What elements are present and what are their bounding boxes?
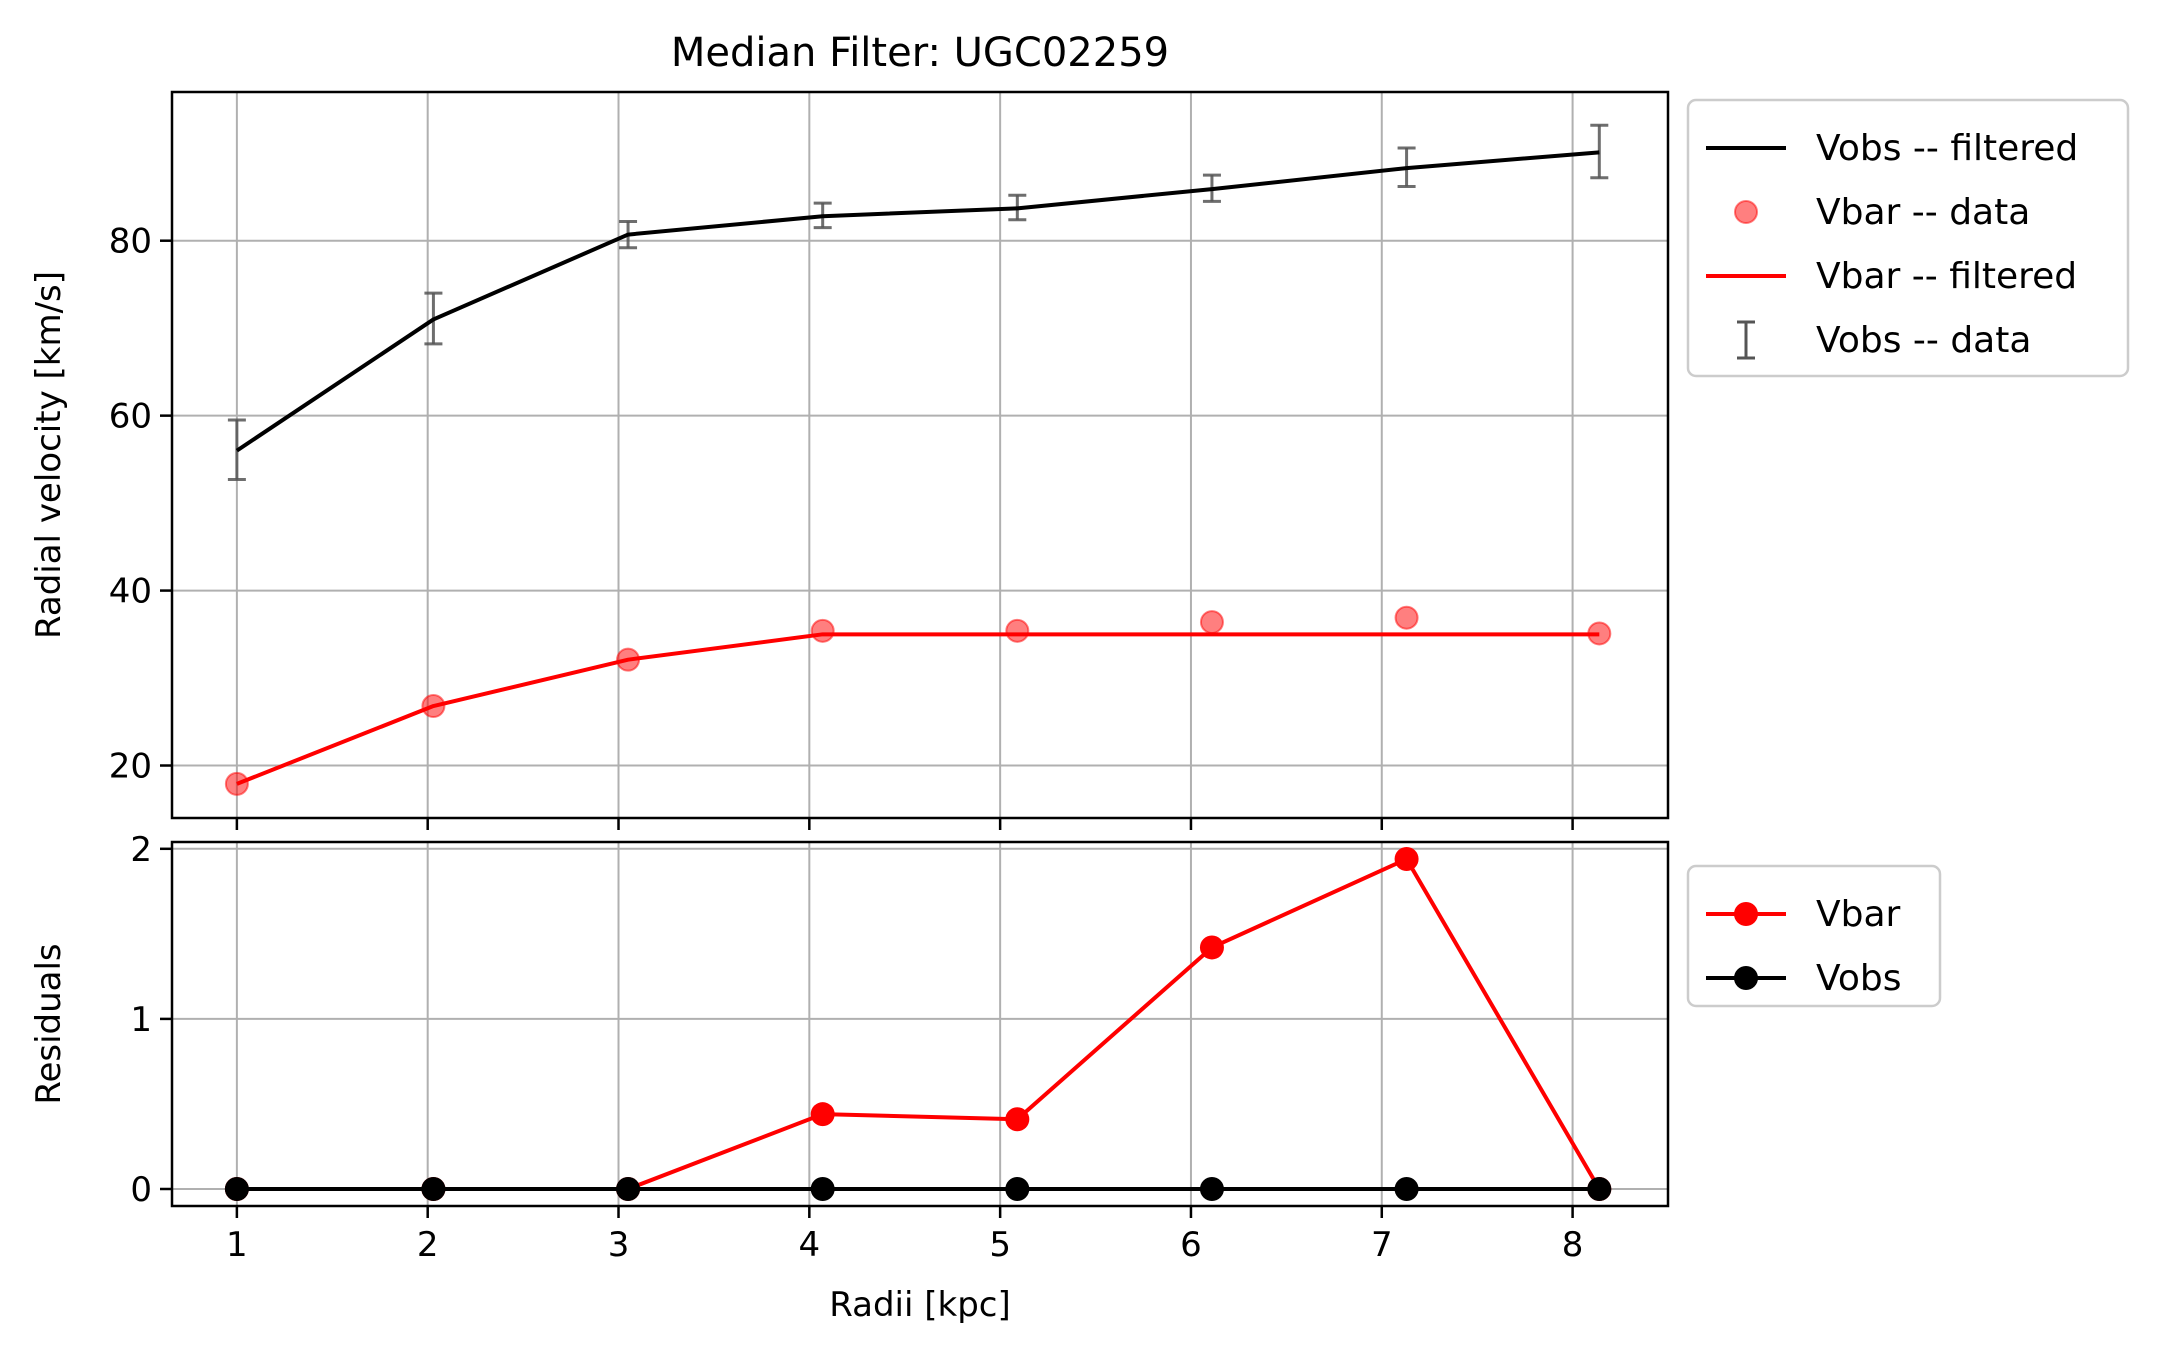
data-point — [810, 618, 835, 643]
series-line — [235, 150, 1600, 453]
data-point — [1394, 1176, 1419, 1201]
legend-item-vbar-filtered: Vbar -- filtered — [1706, 256, 2077, 297]
legend-marker-swatch — [1734, 966, 1758, 990]
y-axis-label: Radial velocity [km/s] — [29, 271, 69, 639]
data-point — [1199, 935, 1224, 960]
series-vobs-filtered — [235, 150, 1600, 453]
legend-label: Vobs — [1816, 958, 1901, 999]
data-point — [616, 647, 641, 672]
legend-label: Vbar — [1816, 894, 1901, 935]
data-point — [1005, 1176, 1030, 1201]
legend-item-vobs: Vobs — [1706, 958, 1901, 999]
plot-area — [224, 123, 1612, 796]
x-tick-label: 6 — [1180, 1225, 1202, 1265]
x-tick-label: 4 — [799, 1225, 821, 1265]
legend-item-vbar: Vbar — [1706, 894, 1901, 935]
y-tick-label: 1 — [130, 1000, 152, 1040]
legend-frame — [1686, 98, 2130, 378]
data-point — [421, 694, 446, 719]
legend-label: Vobs -- data — [1816, 320, 2031, 361]
residuals-panel: 1 2 3 4 5 6 7 8 0 1 2 Residuals Radii [kpc] Vbar Vobs — [29, 830, 1942, 1325]
series-vbar-filtered — [236, 632, 1600, 786]
x-tick-label: 1 — [226, 1225, 248, 1265]
x-tick-label: 7 — [1371, 1225, 1393, 1265]
y-tick-label: 80 — [109, 222, 152, 262]
data-point — [1005, 1107, 1030, 1132]
data-point — [810, 1176, 835, 1201]
legend-marker-swatch — [1734, 200, 1758, 224]
velocity-panel: 20 40 60 80 Median Filter: UGC02259 Radial ve… — [29, 30, 2130, 830]
data-point — [1394, 605, 1419, 630]
data-point — [1199, 1176, 1224, 1201]
y-tick-label: 40 — [109, 572, 152, 612]
legend: Vobs -- filtered Vbar -- data Vbar -- filt… — [1686, 98, 2130, 378]
axes-frame — [170, 840, 1670, 1208]
data-point — [421, 1176, 446, 1201]
data-point — [1199, 610, 1224, 635]
chart-title: Median Filter: UGC02259 — [671, 30, 1169, 76]
x-tick-label: 2 — [417, 1225, 439, 1265]
legend-item-vbar-data: Vbar -- data — [1734, 192, 2030, 233]
data-point — [616, 1176, 641, 1201]
series-vbar-data — [224, 605, 1612, 796]
data-point — [224, 771, 249, 796]
legend: Vbar Vobs — [1686, 864, 1942, 1008]
legend-marker-swatch — [1734, 902, 1758, 926]
data-point — [1394, 847, 1419, 872]
data-point — [1005, 618, 1030, 643]
y-tick-label: 2 — [130, 830, 152, 870]
y-axis-label: Residuals — [29, 943, 69, 1104]
plot-area — [224, 847, 1612, 1201]
x-tick-label: 5 — [989, 1225, 1011, 1265]
data-point — [1587, 1176, 1612, 1201]
legend-label: Vobs -- filtered — [1816, 128, 2078, 169]
legend-frame — [1686, 864, 1942, 1008]
legend-label: Vbar -- data — [1816, 192, 2030, 233]
y-tick-label: 20 — [109, 747, 152, 787]
legend-item-vobs-filtered: Vobs -- filtered — [1706, 128, 2078, 169]
legend-item-vobs-data: Vobs -- data — [1737, 320, 2031, 361]
x-tick-label: 3 — [608, 1225, 630, 1265]
series-vobs — [224, 1176, 1612, 1201]
data-point — [224, 1176, 249, 1201]
series-line — [236, 632, 1600, 786]
legend-label: Vbar -- filtered — [1816, 256, 2077, 297]
x-tick-label: 8 — [1562, 1225, 1584, 1265]
data-point — [1587, 621, 1612, 646]
y-tick-label: 60 — [109, 397, 152, 437]
y-tick-label: 0 — [130, 1170, 152, 1210]
x-axis-label: Radii [kpc] — [829, 1285, 1011, 1325]
data-point — [810, 1102, 835, 1127]
axes-frame — [170, 90, 1670, 820]
